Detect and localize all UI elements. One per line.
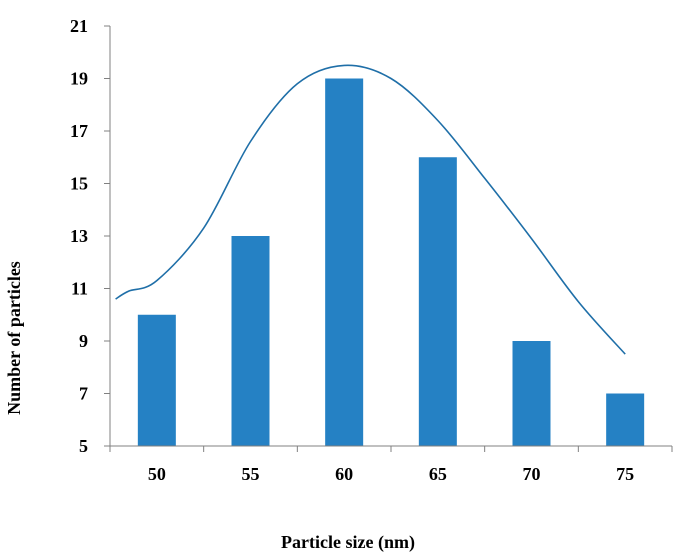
x-tick-label: 55 — [242, 464, 260, 484]
x-axis-title: Particle size (nm) — [281, 532, 415, 553]
bar-65 — [418, 157, 457, 446]
y-tick-label: 17 — [70, 121, 88, 141]
y-tick-label: 11 — [71, 279, 88, 299]
y-tick-label: 21 — [70, 16, 88, 36]
y-tick-label: 19 — [70, 69, 88, 89]
bar-60 — [325, 78, 364, 446]
y-tick-label: 7 — [79, 384, 88, 404]
bar-75 — [606, 393, 645, 446]
bar-50 — [137, 314, 176, 446]
bar-55 — [231, 236, 270, 446]
x-ticks-group: 50 55 60 65 70 75 — [109, 446, 673, 484]
y-tick-label: 15 — [70, 174, 88, 194]
x-tick-label: 65 — [429, 464, 447, 484]
y-ticks-group: 5 7 9 11 13 15 17 19 21 — [70, 16, 110, 456]
x-tick-label: 70 — [523, 464, 541, 484]
fit-curve-line — [115, 64, 626, 355]
x-tick-label: 75 — [616, 464, 634, 484]
y-tick-label: 9 — [79, 331, 88, 351]
x-tick-label: 60 — [335, 464, 353, 484]
bar-70 — [512, 341, 551, 446]
y-tick-label: 5 — [79, 436, 88, 456]
x-tick-label: 50 — [148, 464, 166, 484]
y-tick-label: 13 — [70, 226, 88, 246]
bars-group — [137, 78, 645, 446]
y-axis-title: Number of particles — [4, 261, 24, 415]
